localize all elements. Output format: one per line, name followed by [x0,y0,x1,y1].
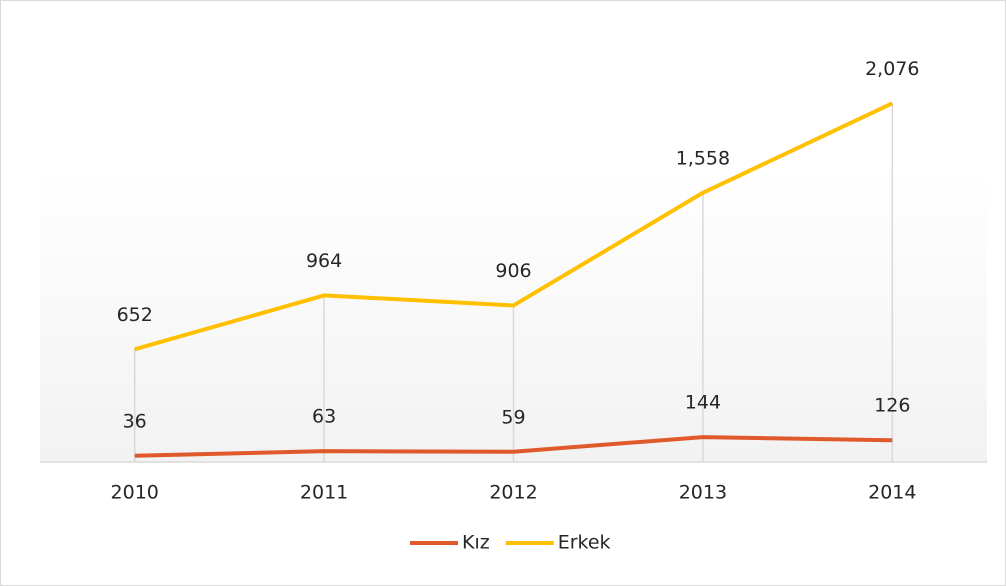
legend-label: Erkek [558,532,611,554]
data-label: 63 [312,406,336,428]
data-label: 59 [501,406,525,428]
series-line [134,101,894,352]
data-label: 1,558 [676,147,730,169]
series-line [134,435,893,458]
data-label: 36 [123,410,147,432]
data-label: 126 [874,395,910,417]
x-tick-label: 2012 [489,482,537,504]
data-label: 652 [117,304,153,326]
legend-label: Kız [462,532,490,554]
data-label: 906 [495,260,531,282]
data-label: 144 [685,392,721,414]
x-tick-label: 2014 [868,482,916,504]
data-label: 964 [306,250,342,272]
x-tick-label: 2011 [300,482,348,504]
data-label: 2,076 [865,58,919,80]
x-tick-label: 2013 [679,482,727,504]
x-tick-label: 2010 [111,482,159,504]
